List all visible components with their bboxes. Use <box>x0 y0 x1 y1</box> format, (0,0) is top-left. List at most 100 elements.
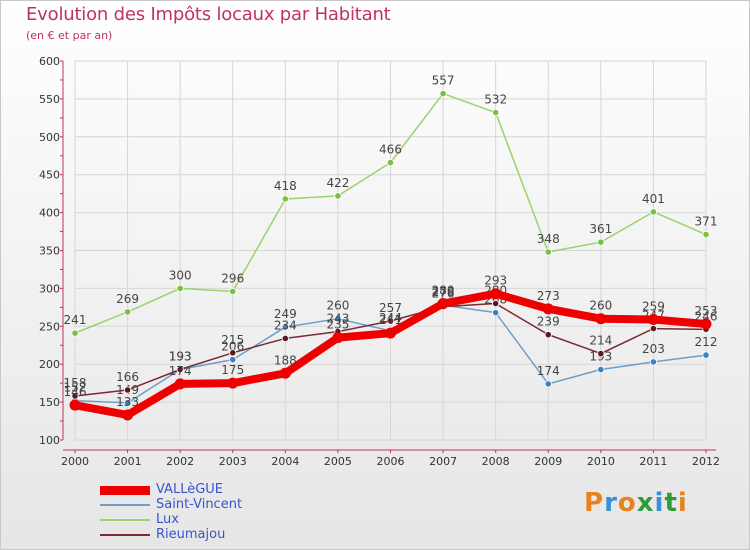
data-label: 361 <box>589 222 612 236</box>
data-label: 466 <box>379 143 402 157</box>
data-label: 418 <box>274 179 297 193</box>
data-label: 214 <box>589 334 612 348</box>
data-point <box>71 329 79 337</box>
x-tick-label: 2000 <box>61 455 89 468</box>
data-point <box>702 230 710 239</box>
data-label: 293 <box>484 274 507 288</box>
legend-swatch <box>100 534 150 536</box>
brand-letter: i <box>654 488 665 518</box>
data-point <box>492 108 500 117</box>
data-point <box>700 318 712 330</box>
data-point <box>544 248 552 256</box>
data-point <box>595 313 607 325</box>
data-label: 206 <box>221 340 244 354</box>
y-tick-label: 550 <box>39 93 60 106</box>
data-label: 280 <box>432 284 455 298</box>
data-label: 253 <box>695 304 718 318</box>
data-label: 188 <box>274 353 297 367</box>
data-label: 166 <box>116 370 139 384</box>
legend-swatch <box>100 519 150 521</box>
data-label: 234 <box>274 318 297 332</box>
data-label: 235 <box>326 318 349 332</box>
data-label: 152 <box>64 381 87 395</box>
data-point <box>649 208 658 216</box>
series-vall-gue: 146 133 174 175 188 235 241 280 293 273 260 259 253 <box>64 274 718 421</box>
data-point <box>281 195 289 203</box>
data-label: 273 <box>537 289 560 303</box>
data-label: 278 <box>432 285 455 299</box>
data-point <box>649 358 658 366</box>
data-label: 296 <box>221 271 244 285</box>
brand-letter: t <box>664 488 678 518</box>
data-label: 174 <box>537 364 560 378</box>
data-label: 557 <box>432 74 455 88</box>
y-tick-label: 400 <box>39 207 60 220</box>
data-point <box>229 356 237 364</box>
y-tick-label: 150 <box>39 396 60 409</box>
data-label: 259 <box>642 299 665 313</box>
data-label: 401 <box>642 192 665 206</box>
data-point <box>174 378 186 390</box>
data-point <box>437 298 449 310</box>
data-label: 348 <box>537 232 560 246</box>
data-point <box>123 308 132 316</box>
x-tick-label: 2004 <box>271 455 299 468</box>
legend-swatch <box>100 504 150 506</box>
x-tick-label: 2008 <box>482 455 510 468</box>
data-point <box>386 317 395 325</box>
y-tick-label: 600 <box>39 55 60 68</box>
x-tick-label: 2003 <box>219 455 247 468</box>
data-label: 193 <box>169 350 192 364</box>
data-point <box>597 238 605 246</box>
data-point <box>439 89 447 98</box>
legend-swatch <box>100 485 150 495</box>
brand-letter: r <box>604 488 618 518</box>
data-point <box>542 303 554 315</box>
data-point <box>544 380 552 388</box>
data-label: 260 <box>326 299 349 313</box>
legend-label: VALLèGUE <box>156 482 224 497</box>
x-tick-label: 2010 <box>587 455 615 468</box>
data-point <box>332 332 344 344</box>
data-point <box>647 313 659 325</box>
data-label: 239 <box>537 315 560 329</box>
data-point <box>281 323 289 331</box>
data-label: 269 <box>116 292 139 306</box>
data-point <box>176 365 184 374</box>
data-label: 371 <box>695 215 718 229</box>
data-point <box>123 399 132 407</box>
data-point <box>122 409 134 421</box>
data-point <box>597 349 605 358</box>
data-point <box>544 331 552 339</box>
data-point <box>69 399 81 411</box>
data-label: 257 <box>379 301 402 315</box>
y-tick-label: 350 <box>39 245 60 258</box>
x-tick-label: 2009 <box>534 455 562 468</box>
data-label: 133 <box>116 395 139 409</box>
data-label: 276 <box>432 287 455 301</box>
data-label: 532 <box>484 93 507 107</box>
data-point <box>334 192 342 200</box>
data-point <box>334 315 342 323</box>
data-point <box>281 334 289 343</box>
data-label: 249 <box>274 307 297 321</box>
brand-letter: P <box>584 488 605 518</box>
data-point <box>649 324 658 333</box>
chart-title: Evolution des Impôts locaux par Habitant <box>26 4 391 25</box>
x-tick-label: 2001 <box>114 455 142 468</box>
data-label: 260 <box>589 299 612 313</box>
legend-label: Saint-Vincent <box>156 497 243 512</box>
data-point <box>385 327 396 339</box>
data-label: 243 <box>326 312 349 326</box>
data-point <box>386 158 395 167</box>
y-tick-label: 450 <box>39 169 60 182</box>
x-tick-label: 2002 <box>166 455 194 468</box>
data-point <box>492 309 500 317</box>
data-label: 241 <box>64 313 87 327</box>
legend-label: Lux <box>156 512 179 527</box>
data-point <box>176 284 184 292</box>
data-label: 158 <box>64 376 87 390</box>
data-point <box>492 299 500 308</box>
y-tick-label: 500 <box>39 131 60 144</box>
